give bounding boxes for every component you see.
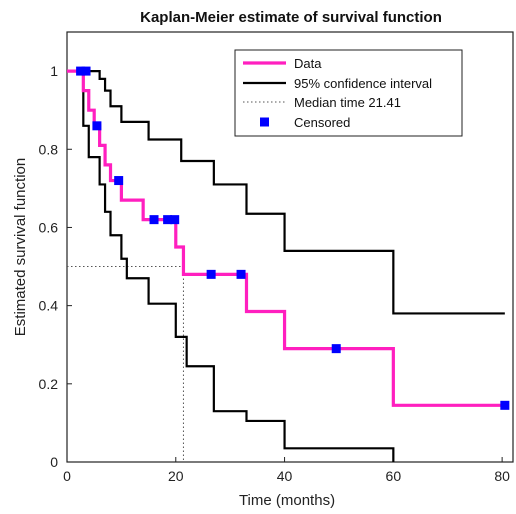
confidence-upper-line: [67, 69, 505, 315]
censored-marker: [170, 215, 180, 225]
legend-label: Censored: [294, 115, 350, 130]
legend-label: Median time 21.41: [294, 95, 401, 110]
legend: Data 95% confidence interval Median time 2…: [234, 49, 463, 137]
x-tick-label: 40: [277, 468, 293, 484]
legend-label: 95% confidence interval: [294, 76, 432, 91]
y-tick-label: 1: [50, 63, 58, 79]
x-ticks: 0 20 40 60 80: [63, 457, 510, 484]
x-tick-label: 20: [168, 468, 184, 484]
y-ticks: 0 0.2 0.4 0.6 0.8 1: [39, 63, 72, 470]
survival-line: [67, 69, 505, 407]
censored-marker: [92, 121, 102, 131]
y-tick-label: 0: [50, 454, 58, 470]
censored-marker: [114, 176, 124, 186]
plot-content: [67, 66, 510, 462]
censored-marker: [76, 66, 86, 76]
legend-censored-swatch: [260, 117, 269, 127]
chart-title: Kaplan-Meier estimate of survival functi…: [140, 9, 442, 26]
x-axis-label: Time (months): [239, 492, 335, 509]
legend-label: Data: [294, 56, 322, 71]
censored-marker: [331, 344, 341, 354]
censored-marker: [236, 269, 246, 279]
y-axis-label: Estimated survival function: [12, 158, 29, 336]
x-tick-label: 80: [494, 468, 510, 484]
censored-marker: [81, 66, 91, 76]
y-tick-label: 0.8: [39, 141, 59, 157]
x-tick-label: 60: [386, 468, 402, 484]
y-tick-label: 0.6: [39, 219, 59, 235]
y-tick-label: 0.4: [39, 298, 59, 314]
censored-marker: [163, 215, 173, 225]
censored-marker: [206, 269, 216, 279]
censored-marker: [500, 400, 510, 410]
censored-marker: [149, 215, 159, 225]
x-tick-label: 0: [63, 468, 71, 484]
confidence-lower-line: [67, 69, 395, 462]
y-tick-label: 0.2: [39, 376, 59, 392]
plot-frame: [66, 31, 514, 463]
